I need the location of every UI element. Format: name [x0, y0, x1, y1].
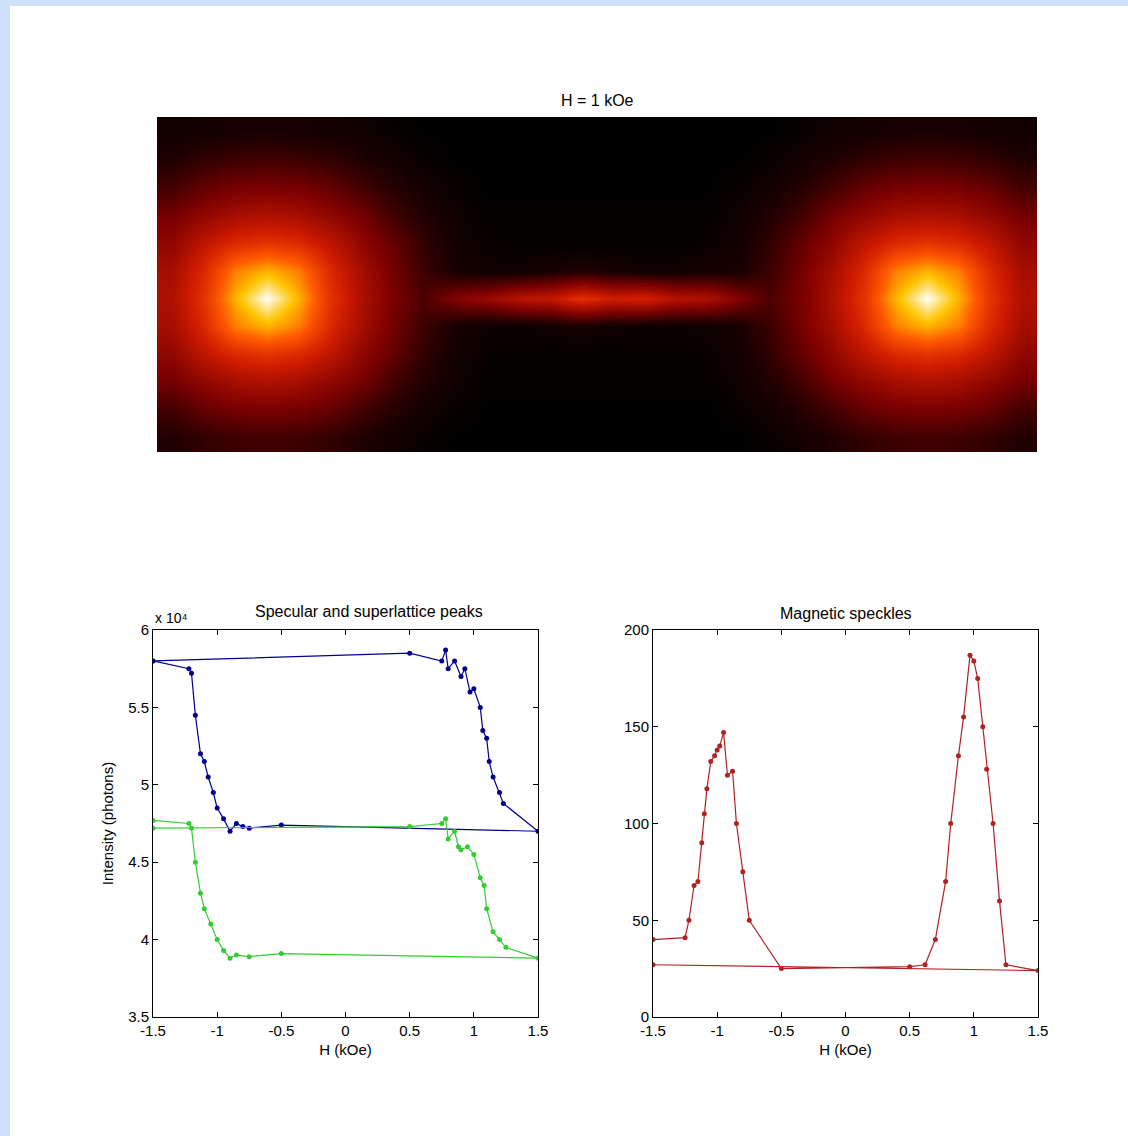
- svg-text:4: 4: [141, 931, 149, 948]
- svg-text:-1.5: -1.5: [140, 1022, 166, 1039]
- svg-text:3.5: 3.5: [128, 1008, 149, 1025]
- svg-text:200: 200: [624, 621, 649, 638]
- svg-text:5.5: 5.5: [128, 699, 149, 716]
- svg-text:6: 6: [141, 621, 149, 638]
- svg-text:1: 1: [470, 1022, 478, 1039]
- svg-text:4.5: 4.5: [128, 853, 149, 870]
- svg-text:H (kOe): H (kOe): [819, 1041, 872, 1058]
- svg-text:H = 1 kOe: H = 1 kOe: [561, 92, 634, 109]
- svg-text:0: 0: [841, 1022, 849, 1039]
- svg-text:1.5: 1.5: [1028, 1022, 1049, 1039]
- svg-text:-1: -1: [210, 1022, 223, 1039]
- svg-text:-0.5: -0.5: [768, 1022, 794, 1039]
- svg-text:Specular and superlattice peak: Specular and superlattice peaks: [255, 603, 483, 620]
- svg-text:Intensity (photons): Intensity (photons): [99, 762, 116, 885]
- svg-text:100: 100: [624, 815, 649, 832]
- svg-text:-1: -1: [710, 1022, 723, 1039]
- svg-text:-1.5: -1.5: [640, 1022, 666, 1039]
- svg-text:x 10⁴: x 10⁴: [155, 610, 187, 626]
- svg-text:0: 0: [641, 1008, 649, 1025]
- svg-text:50: 50: [632, 912, 649, 929]
- svg-text:-0.5: -0.5: [268, 1022, 294, 1039]
- svg-text:0.5: 0.5: [899, 1022, 920, 1039]
- svg-text:5: 5: [141, 776, 149, 793]
- svg-text:Magnetic speckles: Magnetic speckles: [780, 605, 912, 622]
- svg-text:0: 0: [341, 1022, 349, 1039]
- svg-text:0.5: 0.5: [399, 1022, 420, 1039]
- svg-text:1: 1: [970, 1022, 978, 1039]
- svg-text:1.5: 1.5: [528, 1022, 549, 1039]
- svg-text:H (kOe): H (kOe): [319, 1041, 372, 1058]
- svg-text:150: 150: [624, 718, 649, 735]
